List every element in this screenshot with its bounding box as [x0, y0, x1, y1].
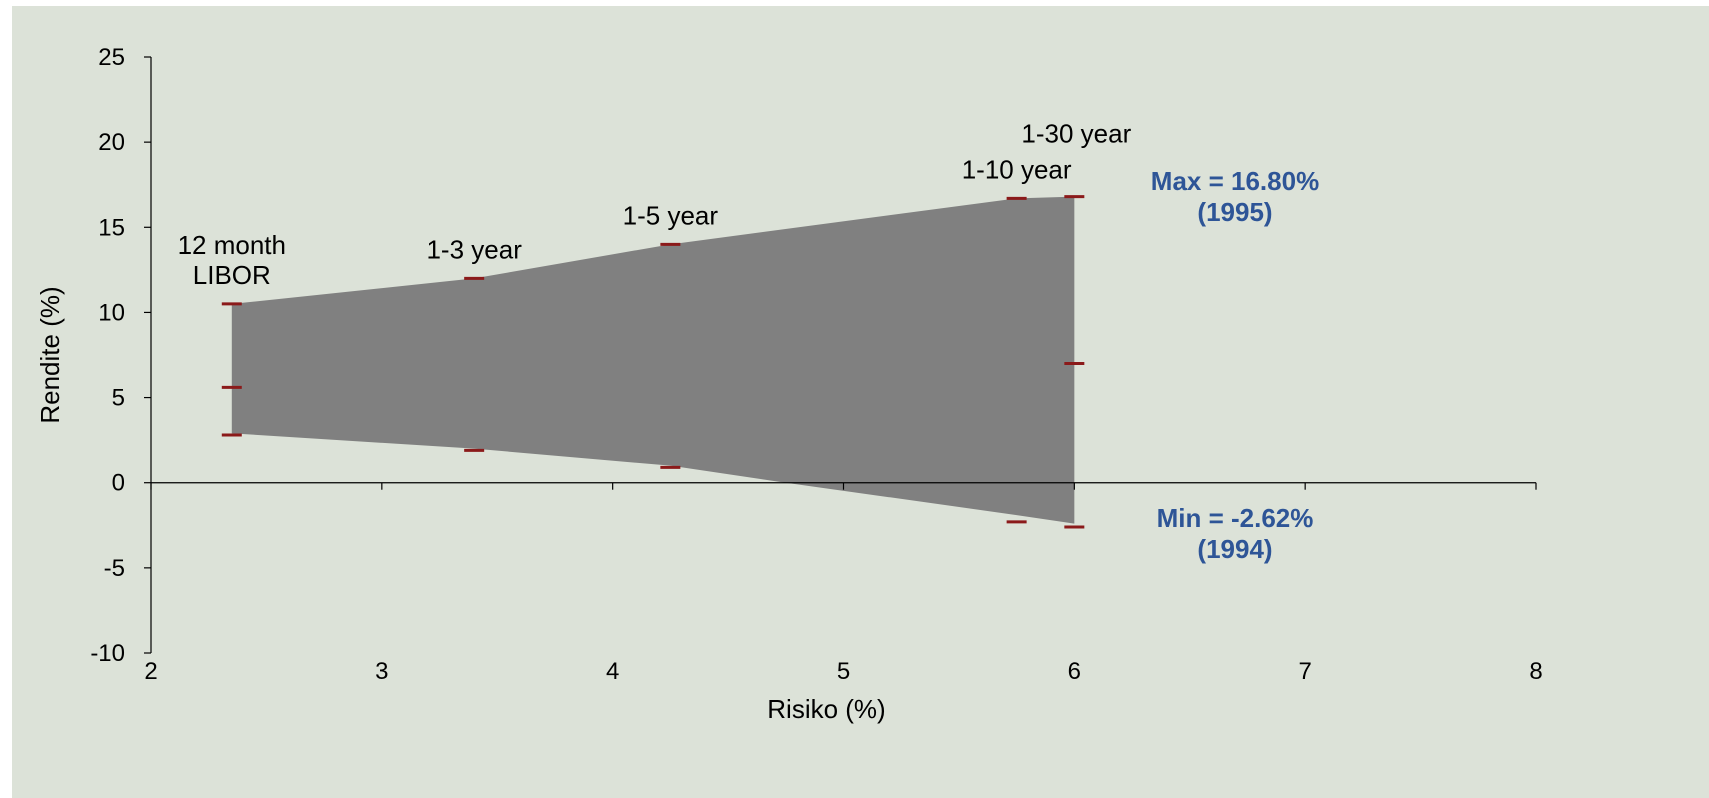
- y-axis-ticks: 25 20 15 10 5 0 -5 -10: [90, 44, 151, 667]
- point-label: LIBOR: [193, 260, 271, 290]
- y-tick-label: 15: [98, 214, 125, 241]
- max-annotation-year: (1995): [1197, 197, 1272, 227]
- annotations: Max = 16.80%(1995) Min = -2.62%(1994): [1151, 166, 1319, 564]
- x-tick-label: 2: [144, 658, 157, 685]
- point-label: 1-5 year: [623, 200, 719, 230]
- point-label: 1-10 year: [962, 154, 1072, 184]
- point-label: 12 month: [178, 230, 286, 260]
- x-axis-ticks: 2 3 4 5 6 7 8: [144, 482, 1543, 685]
- chart-panel: 25 20 15 10 5 0 -5 -10 2 3 4 5 6 7 8 12 month LIBOR 1-3…: [12, 6, 1709, 798]
- x-tick-label: 3: [375, 658, 388, 685]
- x-tick-label: 5: [837, 658, 850, 685]
- y-tick-label: -10: [90, 640, 125, 667]
- point-label: 1-3 year: [426, 234, 522, 264]
- y-tick-label: -5: [104, 555, 125, 582]
- y-tick-label: 0: [112, 470, 125, 497]
- y-tick-label: 20: [98, 129, 125, 156]
- x-tick-label: 7: [1298, 658, 1311, 685]
- max-annotation: Max = 16.80%: [1151, 166, 1319, 196]
- point-label: 1-30 year: [1021, 119, 1131, 149]
- x-tick-label: 6: [1068, 658, 1081, 685]
- x-axis-title: Risiko (%): [767, 694, 885, 724]
- min-annotation: Min = -2.62%: [1157, 503, 1314, 533]
- return-band-area: [231, 196, 1075, 524]
- y-tick-label: 10: [98, 299, 125, 326]
- range-markers: [221, 195, 1085, 529]
- y-axis-title: Rendite (%): [35, 286, 65, 423]
- y-tick-label: 5: [112, 385, 125, 412]
- min-annotation-year: (1994): [1197, 534, 1272, 564]
- y-tick-label: 25: [98, 44, 125, 71]
- x-tick-label: 4: [606, 658, 619, 685]
- x-tick-label: 8: [1529, 658, 1542, 685]
